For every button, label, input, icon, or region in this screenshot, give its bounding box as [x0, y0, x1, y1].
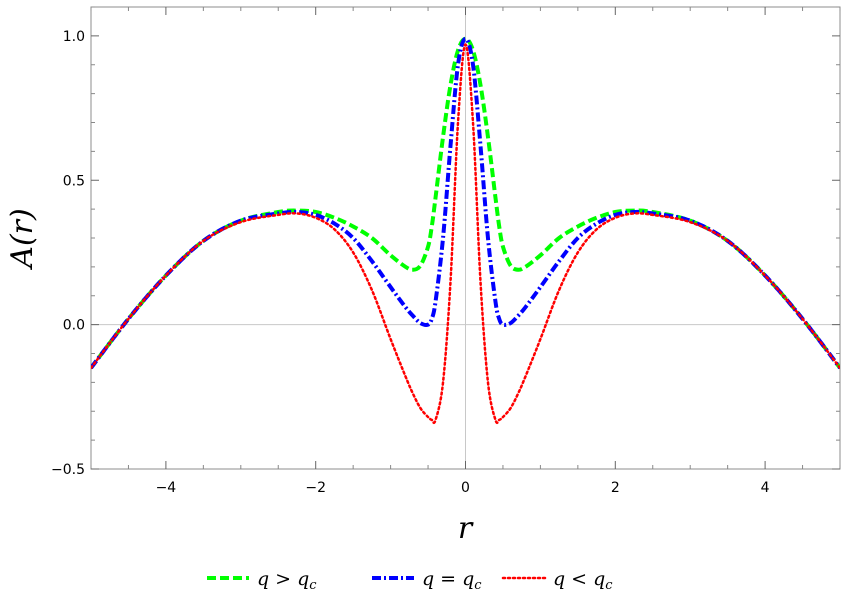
y-tick-label: −0.5 — [51, 462, 85, 478]
legend-label-2: q = qc — [422, 568, 482, 593]
y-tick-label: 0.5 — [63, 173, 85, 189]
x-tick-label: 0 — [461, 480, 470, 496]
legend: q > qc q = qc q < qc — [207, 568, 613, 593]
axis-ticks: −4 −2 0 2 4 −0.5 0.0 0.5 1.0 — [51, 6, 841, 496]
series-layer — [91, 36, 840, 425]
x-axis-title: r — [458, 511, 474, 546]
zero-lines — [91, 7, 840, 469]
x-tick-label: 2 — [611, 480, 620, 496]
y-tick-label: 1.0 — [63, 29, 85, 45]
legend-label-1: q > qc — [257, 568, 317, 593]
y-tick-label: 0.0 — [63, 318, 85, 334]
series-line-3 — [91, 43, 840, 425]
x-tick-label: −4 — [156, 480, 177, 496]
series-line-2 — [91, 36, 840, 370]
x-tick-label: −2 — [305, 480, 326, 496]
series-line-1 — [91, 36, 840, 370]
y-axis-title: A(r) — [5, 208, 40, 270]
x-tick-label: 4 — [761, 480, 770, 496]
legend-label-3: q < qc — [553, 568, 613, 593]
